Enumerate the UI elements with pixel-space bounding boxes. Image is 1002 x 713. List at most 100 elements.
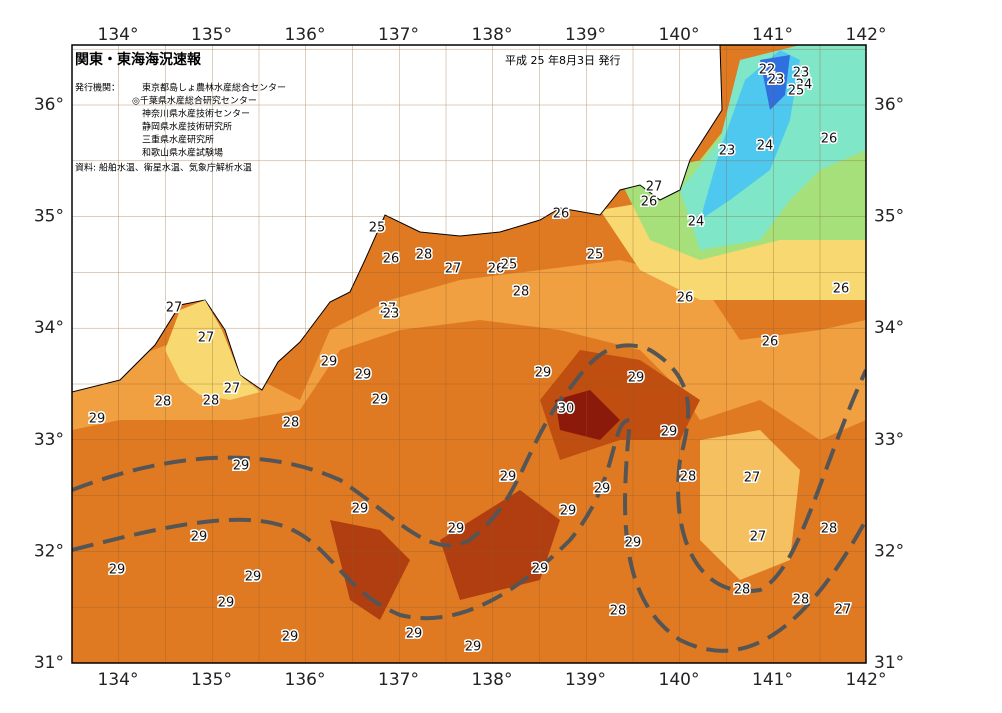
kuroshio-edge [72, 417, 866, 653]
contour-label: 26 [553, 207, 570, 222]
issuer: 東京都島しょ農林水産総合センター [142, 82, 286, 94]
band-30 [555, 390, 620, 440]
issuer: 三重県水産研究所 [142, 134, 214, 146]
contour-label: 26 [821, 132, 838, 147]
contour-label: 27 [744, 471, 761, 486]
longitude-label: 138° [472, 25, 513, 45]
latitude-label: 32° [34, 541, 64, 561]
longitude-label: 134° [98, 25, 139, 45]
longitude-label: 135° [191, 670, 232, 690]
contour-label: 25 [501, 258, 518, 273]
contour-label: 29 [109, 563, 126, 578]
longitude-label: 137° [378, 25, 419, 45]
contour-label: 26 [641, 195, 658, 210]
contour-label: 29 [625, 536, 642, 551]
contour-label: 28 [283, 416, 300, 431]
contour-label: 27 [835, 603, 852, 618]
latitude-label: 32° [874, 541, 904, 561]
warm-patch [330, 520, 410, 620]
longitude-label: 140° [659, 670, 700, 690]
contour-label: 29 [628, 371, 645, 386]
contour-label: 29 [191, 530, 208, 545]
contour-label: 29 [532, 562, 549, 577]
warm-patch [440, 490, 560, 600]
latitude-label: 35° [874, 207, 904, 227]
contour-label: 29 [355, 368, 372, 383]
latitude-label: 33° [874, 430, 904, 450]
longitude-label: 139° [565, 25, 606, 45]
contour-label: 28 [513, 285, 530, 300]
contour-label: 26 [762, 335, 779, 350]
issuer: 和歌山県水産試験場 [142, 147, 223, 159]
header: 関東・東海海況速報 平成 25 年8月3日 発行 発行機関： 資料: 船舶水温、… [75, 51, 620, 174]
contour-label: 28 [203, 394, 220, 409]
land [72, 45, 723, 393]
contour-label: 28 [416, 248, 433, 263]
issuer-label: 発行機関： [75, 82, 120, 94]
latitude-label: 36° [874, 95, 904, 115]
contour-label: 25 [587, 248, 604, 263]
contour-label: 27 [646, 180, 663, 195]
contour-label: 26 [488, 262, 505, 277]
issuer: 神奈川県水産技術センター [142, 108, 250, 120]
latitude-label: 34° [874, 318, 904, 338]
contour-label: 28 [610, 604, 627, 619]
contour-label: 23 [793, 66, 810, 81]
latitude-label: 35° [34, 207, 64, 227]
contour-label: 24 [688, 215, 705, 230]
contour-label: 29 [594, 482, 611, 497]
contour-label: 23 [719, 144, 736, 159]
contour-label: 24 [757, 139, 774, 154]
contour-label: 28 [821, 522, 838, 537]
contour-label: 26 [677, 291, 694, 306]
contour-label: 29 [321, 355, 338, 370]
longitude-label: 135° [191, 25, 232, 45]
longitude-label: 136° [285, 670, 326, 690]
latitude-label: 31° [34, 653, 64, 673]
latitude-label: 31° [874, 653, 904, 673]
latitude-label: 34° [34, 318, 64, 338]
longitude-label: 142° [846, 670, 887, 690]
map-frame [71, 44, 867, 664]
contour-label: 29 [535, 366, 552, 381]
contour-label: 29 [406, 627, 423, 642]
contour-label: 29 [282, 630, 299, 645]
contour-label: 23 [768, 73, 785, 88]
contour-label: 27 [750, 530, 767, 545]
contour-label: 27 [224, 382, 241, 397]
latitude-label: 36° [34, 95, 64, 115]
longitude-label: 141° [752, 25, 793, 45]
band-28 [72, 260, 866, 440]
contour-label: 26 [383, 252, 400, 267]
contour-label: 29 [661, 425, 678, 440]
contour-label: 29 [500, 470, 517, 485]
contour-label: 29 [218, 596, 235, 611]
contour-label: 27 [166, 301, 183, 316]
contour-label: 28 [734, 583, 751, 598]
longitude-label: 134° [98, 670, 139, 690]
longitude-label: 137° [378, 670, 419, 690]
contour-label: 22 [759, 63, 776, 78]
longitude-label: 141° [752, 670, 793, 690]
contour-label: 29 [245, 570, 262, 585]
contour-label: 29 [448, 522, 465, 537]
map-title: 関東・東海海況速報 [75, 51, 202, 68]
issuer: ◎千葉県水産総合研究センター [132, 95, 257, 107]
contour-label: 28 [793, 593, 810, 608]
contour-label: 30 [558, 402, 575, 417]
graticule [72, 45, 866, 663]
issue-date: 平成 25 年8月3日 発行 [505, 53, 620, 67]
band-27 [700, 430, 800, 580]
longitude-label: 139° [565, 670, 606, 690]
contour-label: 23 [383, 307, 400, 322]
data-source: 資料: 船舶水温、衛星水温、気象庁解析水温 [75, 162, 252, 174]
issuer: 静岡県水産技術研究所 [142, 121, 232, 133]
contour-label: 24 [796, 78, 813, 93]
map-body [72, 45, 866, 663]
contour-label: 27 [380, 302, 397, 317]
kuroshio-axis [72, 343, 866, 594]
contour-label: 28 [680, 470, 697, 485]
contour-label: 29 [465, 640, 482, 655]
contour-label: 29 [352, 502, 369, 517]
longitude-label: 140° [659, 25, 700, 45]
